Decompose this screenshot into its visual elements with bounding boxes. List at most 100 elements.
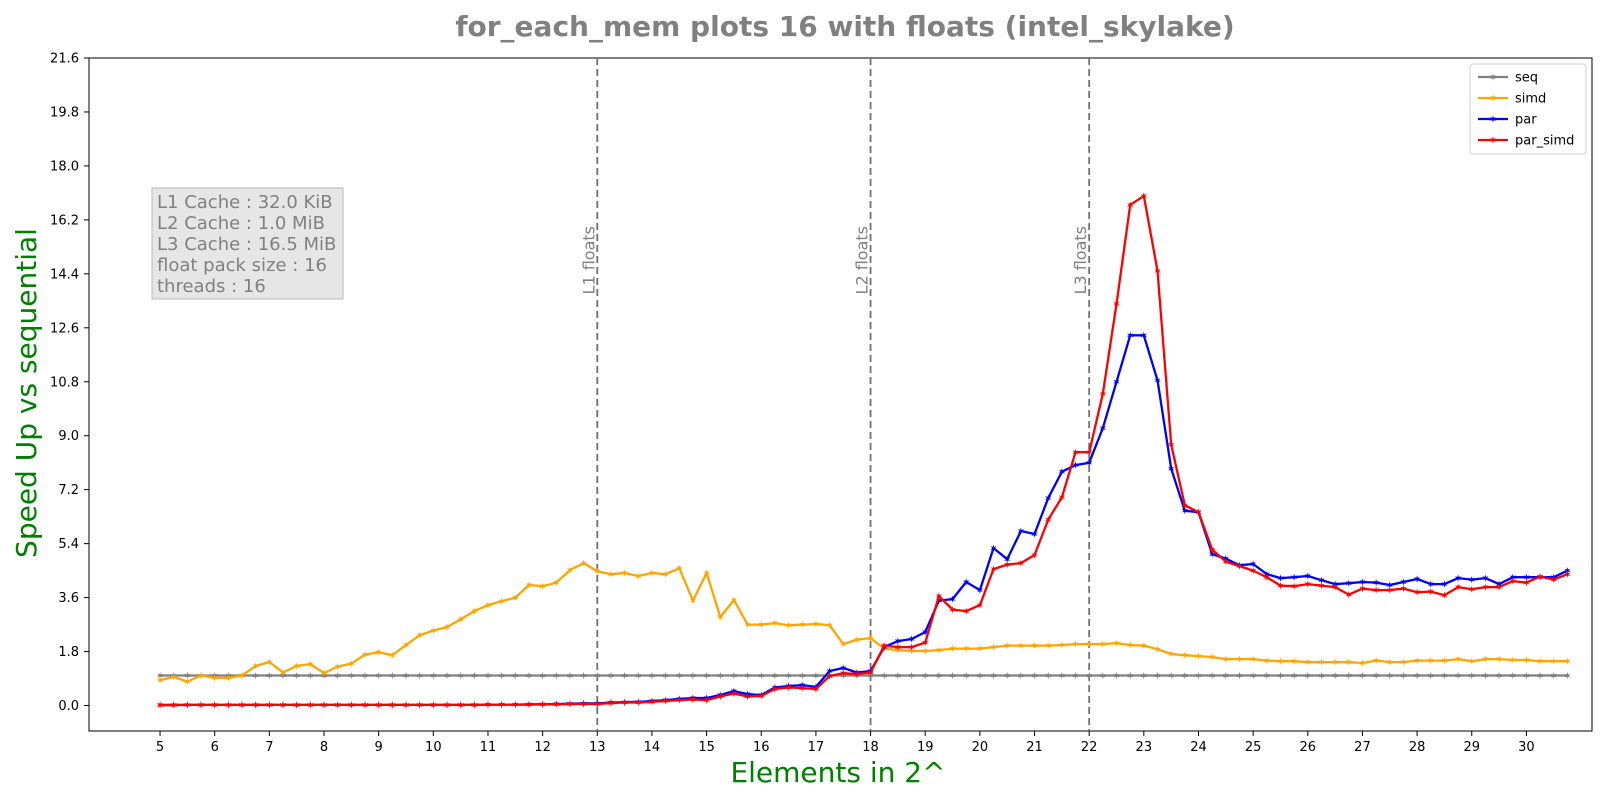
data-point-par (1386, 581, 1393, 589)
data-point-par (1427, 580, 1434, 588)
y-axis-title: Speed Up vs sequential (10, 228, 43, 558)
data-point-seq (252, 671, 259, 680)
data-point-par_simd (1222, 558, 1229, 566)
data-point-par_simd (525, 701, 533, 709)
data-point-seq (1537, 671, 1544, 680)
data-point-simd (361, 651, 369, 659)
data-point-par_simd (730, 689, 737, 698)
legend-frame (1469, 63, 1587, 155)
data-point-simd (758, 621, 765, 629)
data-point-seq (375, 671, 382, 680)
data-point-par (1318, 576, 1325, 584)
y-tick-label: 14.4 (50, 267, 79, 282)
data-point-par_simd (348, 701, 355, 709)
data-point-seq (881, 671, 888, 680)
data-point-par (1250, 560, 1257, 568)
data-point-par (1181, 507, 1188, 515)
legend-marker (1489, 136, 1497, 144)
data-point-par (1523, 573, 1530, 581)
data-point-simd (1496, 655, 1503, 663)
data-point-seq (334, 671, 341, 680)
data-point-par_simd (457, 701, 464, 709)
data-point-seq (1359, 671, 1366, 680)
data-point-par (1004, 555, 1011, 563)
data-point-simd (1250, 655, 1257, 663)
data-point-par_simd (689, 695, 697, 704)
data-point-par_simd (1496, 583, 1503, 591)
legend-item-simd: simd (1478, 92, 1546, 107)
data-point-par_simd (894, 643, 901, 651)
data-point-seq (1004, 671, 1011, 680)
chart-title: for_each_mem plots 16 with floats (intel… (455, 10, 1234, 43)
data-point-simd (1086, 640, 1093, 648)
data-point-simd (635, 572, 642, 580)
plot-area: 5 6 7 8 9 10 11 12 13 14 15 16 17 18 19 20 21 22 23 24 25 26 2… (50, 52, 1593, 755)
data-point-simd (1427, 657, 1434, 665)
data-point-seq (539, 671, 546, 680)
data-point-par_simd (1373, 586, 1380, 594)
info-box-line: float pack size : 16 (157, 255, 327, 276)
data-point-simd (1304, 658, 1311, 666)
data-point-seq (1482, 671, 1489, 680)
data-point-simd (1291, 657, 1298, 665)
data-point-simd (744, 621, 751, 629)
data-point-seq (976, 671, 983, 680)
data-point-par_simd (1195, 508, 1202, 516)
data-point-seq (471, 671, 478, 680)
data-point-seq (949, 671, 956, 680)
series-line-par_simd (160, 194, 1568, 707)
data-point-simd (416, 631, 423, 639)
data-point-par_simd (553, 700, 560, 708)
x-tick-label: 18 (862, 740, 879, 755)
data-point-simd (607, 570, 615, 578)
data-point-simd (1113, 639, 1120, 647)
data-point-par_simd (1154, 267, 1161, 275)
data-point-par (1414, 575, 1421, 583)
data-point-simd (1386, 658, 1393, 666)
data-point-par_simd (279, 701, 287, 709)
data-point-simd (1263, 657, 1270, 665)
data-point-par_simd (1537, 573, 1544, 581)
data-point-par (1086, 459, 1093, 467)
data-point-simd (908, 647, 915, 655)
data-point-simd (1031, 642, 1038, 650)
data-point-par_simd (1086, 448, 1093, 456)
data-point-simd (566, 566, 574, 574)
data-point-par_simd (812, 685, 819, 693)
x-tick-label: 27 (1354, 740, 1371, 755)
data-point-seq (1250, 671, 1257, 680)
data-point-seq (785, 671, 792, 680)
data-point-simd (1154, 645, 1161, 653)
data-point-simd (703, 569, 710, 577)
data-point-par_simd (443, 701, 451, 709)
data-point-simd (812, 620, 819, 628)
data-point-seq (1195, 671, 1202, 680)
x-tick-label: 21 (1026, 740, 1043, 755)
x-tick-label: 7 (265, 740, 273, 755)
data-point-simd (211, 674, 218, 682)
data-point-par_simd (334, 701, 341, 709)
data-point-par_simd (498, 701, 505, 709)
data-point-seq (1017, 671, 1024, 680)
data-point-par_simd (799, 684, 806, 692)
data-point-seq (607, 671, 615, 680)
data-point-par (990, 544, 997, 552)
data-point-simd (389, 651, 396, 659)
data-point-par (922, 628, 929, 636)
data-point-simd (1195, 652, 1202, 660)
data-point-par_simd (293, 701, 300, 709)
info-box-line: L3 Cache : 16.5 MiB (157, 234, 336, 255)
data-point-par (1509, 573, 1516, 581)
data-point-simd (1345, 658, 1352, 666)
data-point-simd (1359, 659, 1366, 667)
data-point-seq (594, 671, 601, 680)
x-tick-label: 19 (917, 740, 934, 755)
series-line-par (160, 334, 1568, 707)
data-point-seq (443, 671, 451, 680)
data-point-par_simd (512, 701, 519, 709)
data-point-simd (1072, 640, 1079, 648)
data-point-simd (457, 615, 464, 623)
data-point-seq (1058, 671, 1065, 680)
